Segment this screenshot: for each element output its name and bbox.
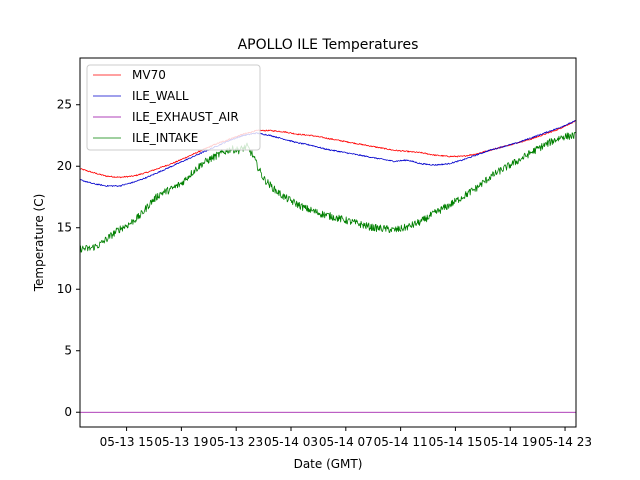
plot-frame: [79, 57, 577, 428]
chart-title: APOLLO ILE Temperatures: [238, 37, 419, 53]
legend-label: ILE_EXHAUST_AIR: [132, 110, 239, 124]
series-line-ile-intake: [80, 131, 576, 253]
y-tick-label: 25: [57, 98, 72, 112]
y-tick-label: 0: [64, 405, 72, 419]
y-tick-label: 5: [64, 344, 72, 358]
y-tick-label: 10: [57, 282, 72, 296]
x-tick-label: 05-14 19: [483, 435, 537, 449]
y-axis-label: Temperature (C): [32, 194, 46, 293]
y-tick-label: 20: [57, 159, 72, 173]
x-tick-label: 05-14 15: [428, 435, 482, 449]
x-tick-label: 05-13 15: [100, 435, 154, 449]
x-tick-label: 05-14 11: [374, 435, 428, 449]
x-tick-label: 05-13 23: [209, 435, 263, 449]
y-tick-label: 15: [57, 221, 72, 235]
legend: MV70 ILE_WALL ILE_EXHAUST_AIR ILE_INTAKE: [86, 64, 261, 151]
x-tick-label: 05-13 19: [154, 435, 208, 449]
x-tick-label: 05-14 03: [264, 435, 318, 449]
series-line-ile-wall: [80, 120, 576, 187]
x-tick-label: 05-14 07: [319, 435, 373, 449]
legend-label: ILE_WALL: [132, 89, 189, 103]
x-axis-label: Date (GMT): [294, 457, 363, 471]
legend-label: MV70: [132, 68, 166, 82]
x-tick-label: 05-14 23: [538, 435, 592, 449]
legend-label: ILE_INTAKE: [132, 131, 198, 145]
legend-box: [86, 64, 261, 151]
